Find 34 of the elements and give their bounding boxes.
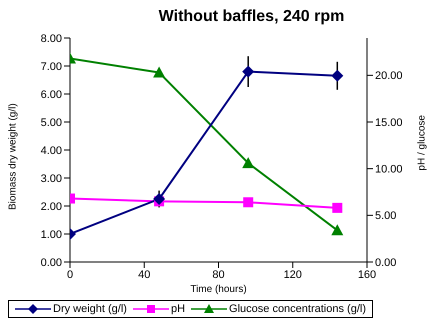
y-tick-label: 3.00 <box>40 172 62 185</box>
legend-label: Dry weight (g/l) <box>53 303 127 315</box>
legend-label: pH <box>170 303 186 315</box>
y2-tick-label: 10.00 <box>375 164 403 176</box>
y-tick-label: 6.00 <box>40 88 62 101</box>
y-tick-label: 1.00 <box>40 228 62 241</box>
point <box>243 197 254 208</box>
point <box>242 66 254 78</box>
point <box>331 70 344 82</box>
y2-axis-title: pH / glucose <box>416 114 428 171</box>
point <box>331 224 344 236</box>
x-tick-label: 160 <box>358 268 376 281</box>
y2-tick-label: 15.00 <box>375 116 403 129</box>
legend-label: Glucose concentrations (g/l) <box>229 303 366 315</box>
y-tick-label: 7.00 <box>40 60 62 73</box>
y-tick-label: 8.00 <box>40 32 62 45</box>
point <box>153 193 166 205</box>
point <box>332 202 342 213</box>
y-tick-label: 5.00 <box>40 116 62 129</box>
x-tick-label: 120 <box>284 268 302 281</box>
x-axis-title: Time (hours) <box>190 284 247 295</box>
x-tick-label: 40 <box>138 268 150 281</box>
x-tick-label: 0 <box>66 268 74 281</box>
chart-title: Without baffles, 240 rpm <box>158 8 346 27</box>
y-tick-label: 0.00 <box>40 256 62 269</box>
y-tick-label: 4.00 <box>40 144 62 157</box>
y-tick-label: 2.00 <box>40 200 62 213</box>
y2-tick-label: 5.00 <box>375 210 396 222</box>
point <box>242 157 254 168</box>
x-tick-label: 80 <box>212 268 225 281</box>
point <box>153 66 166 78</box>
y2-tick-label: 20.00 <box>375 70 403 82</box>
y2-tick-label: 0.00 <box>375 256 396 269</box>
y-axis-title: Biomass dry weight (g/l) <box>8 103 19 210</box>
